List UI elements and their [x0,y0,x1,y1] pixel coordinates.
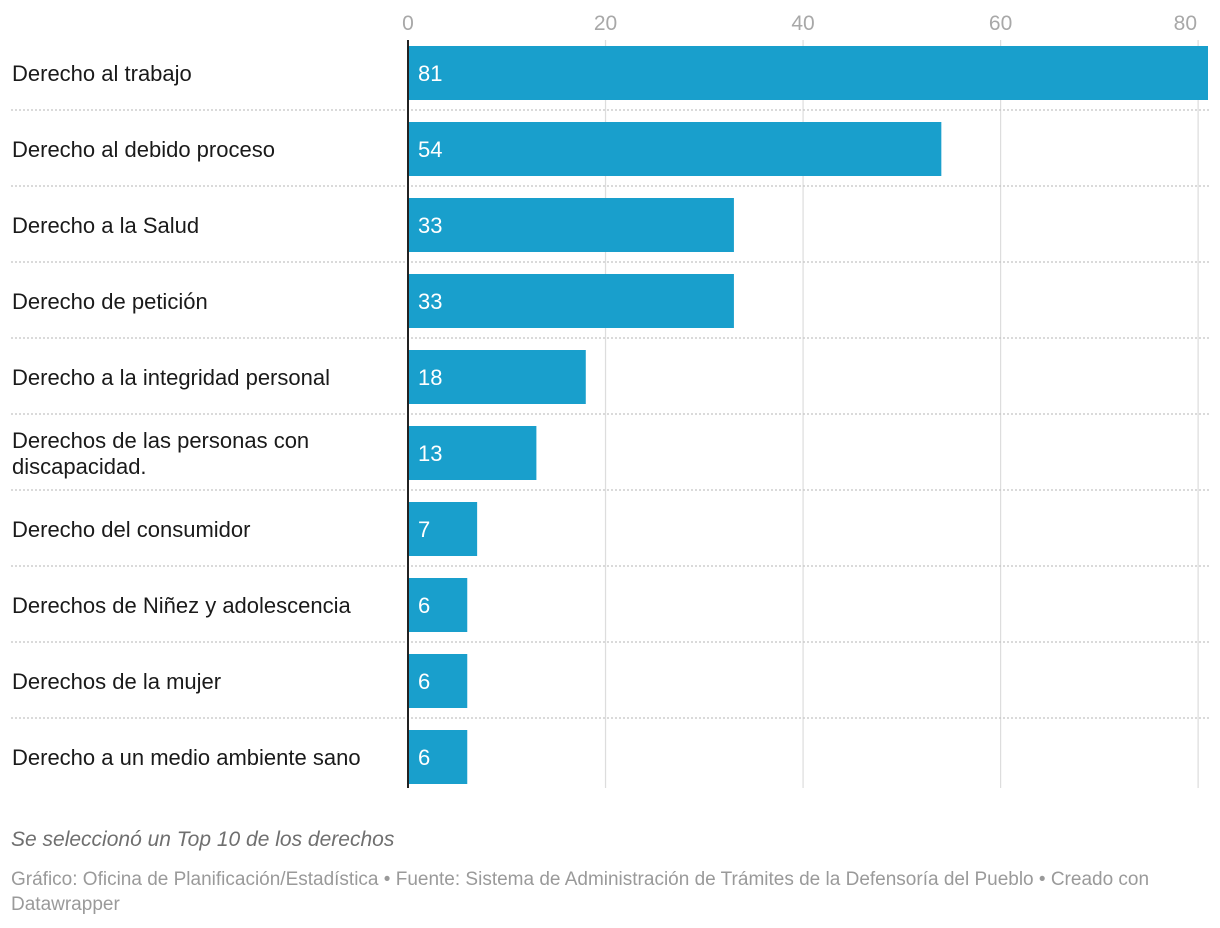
category-label-6: Derechos de las personas con discapacidad… [12,428,309,479]
bar-8 [408,578,468,632]
category-label-4: Derecho de petición [12,289,208,314]
chart-credits: Gráfico: Oficina de Planificación/Estadí… [11,869,1150,915]
bar-10 [408,730,468,784]
bar-value-label: 18 [418,365,442,390]
category-label-7: Derecho del consumidor [12,517,250,542]
bar-value-label: 13 [418,441,442,466]
bar-7 [408,502,478,556]
bar-value-label: 6 [418,669,430,694]
bar-4 [408,274,734,328]
bar-5 [408,350,586,404]
category-label-10: Derecho a un medio ambiente sano [12,745,361,770]
x-tick-label-80: 80 [1174,12,1197,35]
bar-value-label: 6 [418,593,430,618]
category-label-5: Derecho a la integridad personal [12,365,330,390]
category-label-2: Derecho al debido proceso [12,137,275,162]
bar-value-label: 33 [418,289,442,314]
bar-3 [408,198,734,252]
bar-value-label: 33 [418,213,442,238]
x-tick-label-0: 0 [402,12,414,35]
bar-value-label: 7 [418,517,430,542]
bar-value-label: 6 [418,745,430,770]
category-label-9: Derechos de la mujer [12,669,221,694]
bar-1 [408,46,1208,100]
chart-note: Se seleccionó un Top 10 de los derechos [11,828,395,851]
bar-value-label: 54 [418,137,442,162]
bar-6 [408,426,537,480]
bar-value-label: 81 [418,61,442,86]
x-tick-label-20: 20 [594,12,617,35]
category-label-1: Derecho al trabajo [12,61,192,86]
category-label-8: Derechos de Niñez y adolescencia [12,593,352,618]
bar-9 [408,654,468,708]
x-tick-label-60: 60 [989,12,1012,35]
x-tick-label-40: 40 [791,12,814,35]
bar-chart: 0 20 40 60 80 81 Derecho al trabajo 54 Derecho a… [11,12,1210,788]
bar-2 [408,122,942,176]
category-label-3: Derecho a la Salud [12,213,199,238]
